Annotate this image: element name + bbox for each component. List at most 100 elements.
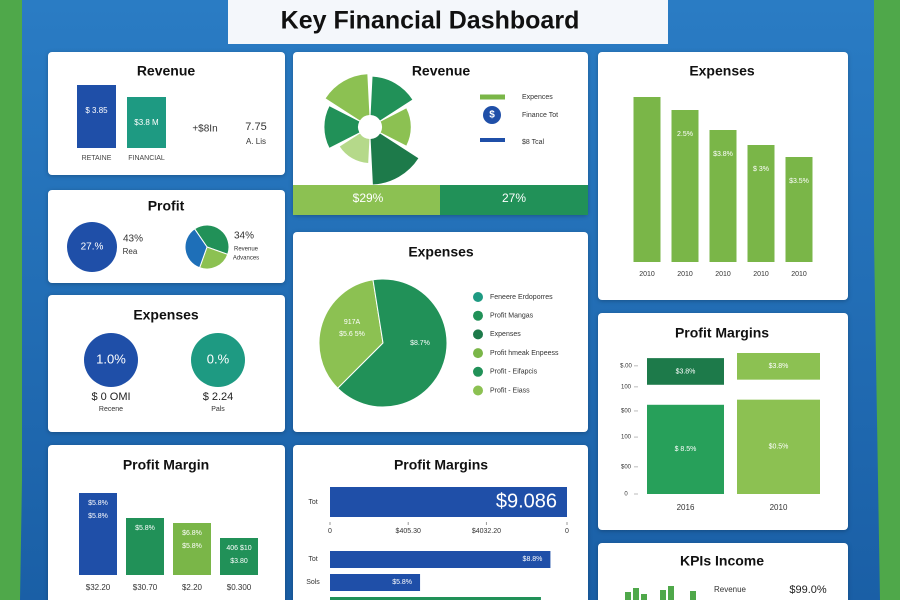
legend-dot: [473, 292, 483, 302]
pie-slice: [318, 279, 384, 389]
legend-dot: [473, 310, 483, 321]
bar-segment: [647, 404, 724, 494]
card-title: Profit Margins: [394, 457, 488, 473]
label: Tot: [308, 499, 317, 506]
bar-segment: [647, 358, 724, 385]
label: 1.0%: [96, 351, 126, 366]
label: $5.8%: [88, 500, 108, 507]
card-title: Expenses: [408, 244, 474, 260]
pie-slice: [193, 224, 230, 256]
pie-slice: [198, 246, 229, 270]
label: Recene: [99, 406, 123, 413]
label: Revenue: [714, 585, 747, 594]
card: [48, 295, 285, 432]
label: 2.5%: [677, 131, 693, 138]
card-title: Revenue: [412, 63, 471, 79]
radial-sector: [380, 108, 411, 146]
card: [598, 543, 848, 600]
label: Rea: [123, 247, 138, 256]
label: $5.8%: [88, 513, 108, 520]
label: $8.8%: [523, 556, 543, 563]
card-title: Profit Margin: [123, 457, 209, 473]
x-tick-label: $405.30: [396, 528, 421, 535]
card-title: Expenses: [689, 63, 755, 79]
bar: [330, 597, 541, 600]
bar: [633, 97, 661, 262]
bar: [671, 110, 699, 262]
label: $30.70: [133, 583, 158, 592]
label: $0.300: [227, 583, 252, 592]
label: $3.8 M: [134, 118, 159, 127]
label: 2010: [791, 271, 807, 278]
x-tick-label: $4032.20: [472, 528, 501, 535]
label: A. Lis: [246, 137, 266, 146]
icon-bar: [625, 592, 631, 600]
label: 34%: [234, 231, 254, 242]
footer-band: [293, 185, 440, 215]
label: $99.0%: [789, 584, 827, 596]
radial-sector: [325, 74, 370, 121]
y-tick-label: $.00: [620, 363, 632, 369]
label: $6.8%: [182, 530, 202, 537]
label: $ 2.24: [203, 391, 234, 403]
card-title: KPIs Income: [680, 553, 764, 569]
edge-decoration: [870, 0, 900, 600]
label: $5.8%: [182, 543, 202, 550]
legend-label: Profit hmeak Enpeess: [490, 350, 559, 357]
icon-bar: [633, 588, 639, 600]
pie-slice: [184, 228, 208, 269]
radial-sector: [370, 133, 419, 185]
bar: [173, 523, 211, 575]
label: $5.8%: [135, 525, 155, 532]
label: $2.20: [182, 583, 203, 592]
card-title: Profit: [148, 198, 185, 214]
y-tick-label: 100: [621, 384, 632, 390]
legend-dot: [473, 385, 483, 396]
legend-label: Profit - Eifapcis: [490, 369, 538, 376]
label: +$8In: [192, 124, 217, 135]
card-title: Revenue: [137, 63, 196, 79]
label: 2010: [753, 271, 769, 278]
label: $3.5%: [789, 178, 809, 185]
label: 2010: [639, 271, 655, 278]
icon-bar: [660, 590, 666, 600]
bar-segment: [737, 352, 820, 380]
label: $8.7%: [410, 340, 430, 347]
bar: [785, 157, 813, 262]
bar: [709, 130, 737, 262]
label: 43%: [123, 234, 143, 245]
label: $0.5%: [769, 444, 789, 451]
label: 2010: [677, 271, 693, 278]
bar: [747, 145, 775, 262]
label: $3.8%: [676, 368, 696, 375]
header: [228, 0, 668, 44]
label: FINANCIAL: [128, 155, 165, 162]
y-tick-label: $00: [621, 409, 632, 415]
label: $3.8%: [769, 363, 789, 370]
label: Advances: [233, 256, 259, 262]
label: $: [489, 110, 495, 121]
label: $3.8%: [713, 151, 733, 158]
label: Sols: [306, 579, 320, 586]
y-tick-label: $00: [621, 464, 632, 470]
icon-bar: [641, 594, 647, 600]
label: 7.75: [245, 121, 266, 133]
bar: [127, 97, 166, 148]
y-tick-label: 100: [621, 435, 632, 441]
bar: [330, 487, 567, 517]
label: 27%: [502, 191, 526, 205]
label: RETAINE: [82, 155, 112, 162]
x-tick-label: 0: [565, 528, 569, 535]
label: $ 8.5%: [675, 446, 697, 453]
legend-label: $8 Tcal: [522, 139, 544, 146]
bar: [126, 518, 164, 575]
legend-label: Expenses: [490, 331, 521, 338]
bar: [330, 574, 421, 591]
legend-label: Finance Tot: [522, 112, 558, 119]
legend-label: Feneere Erdoporres: [490, 294, 553, 301]
gauge: [191, 333, 245, 387]
page-title: Key Financial Dashboard: [281, 7, 580, 35]
legend-dot: [473, 348, 483, 359]
